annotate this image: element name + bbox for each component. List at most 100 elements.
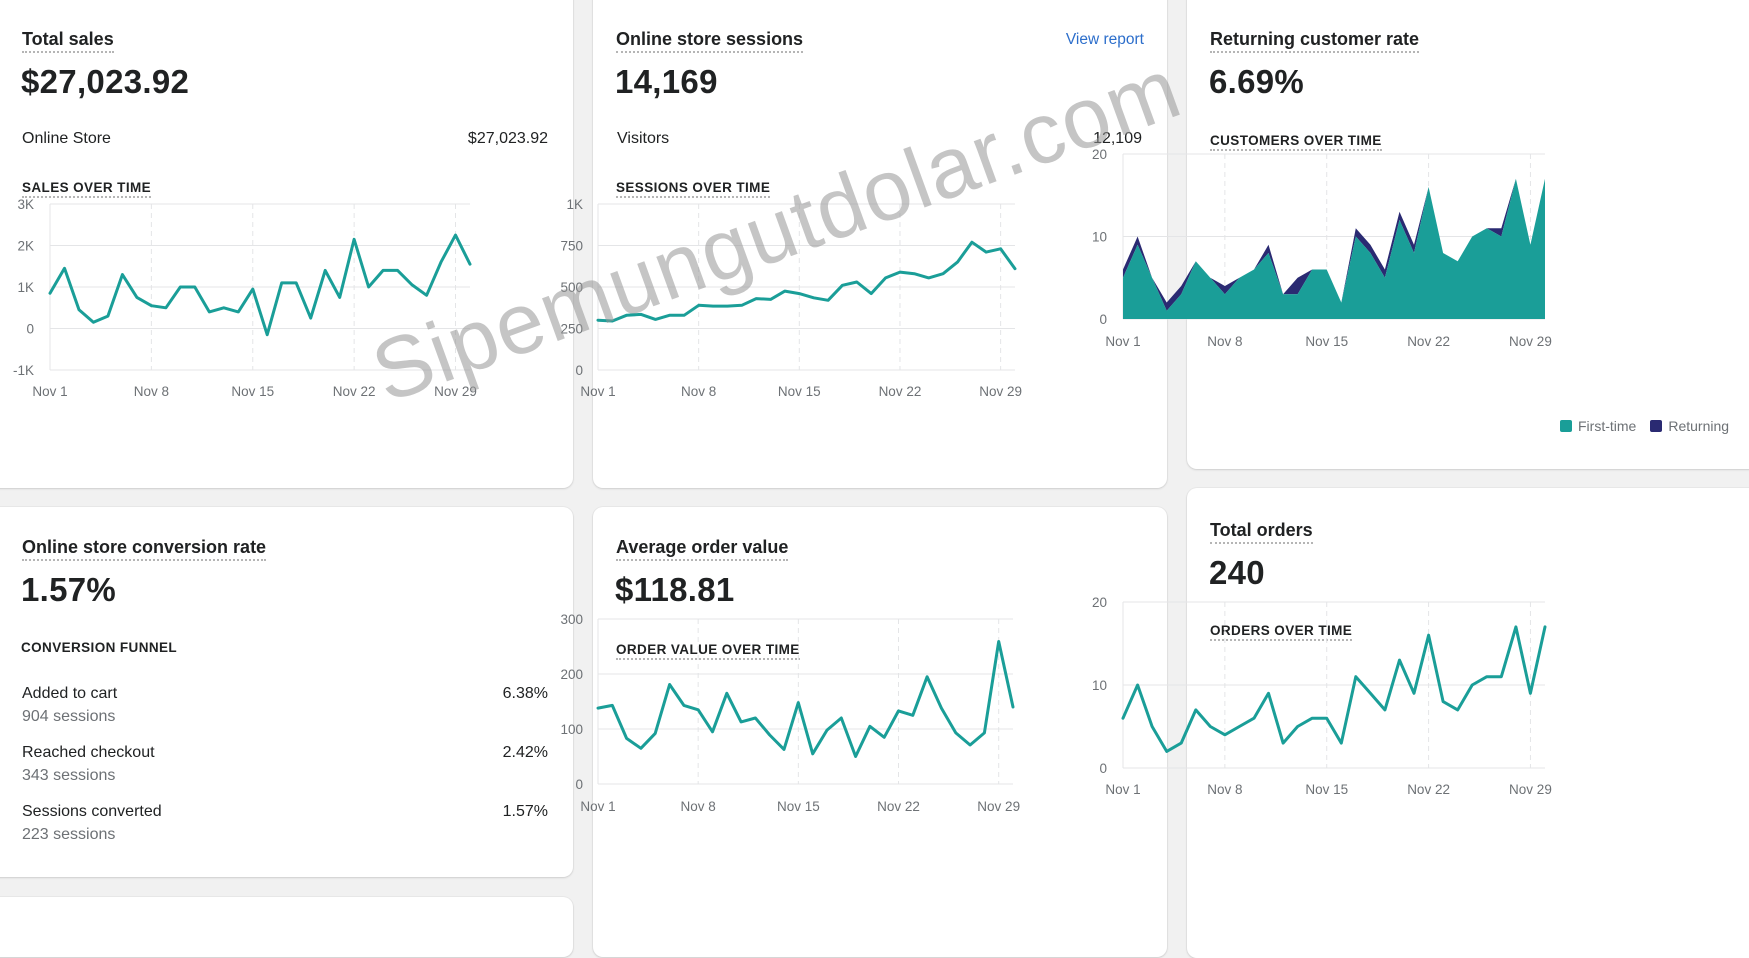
funnel-added-to-cart-sessions: 904 sessions xyxy=(22,708,116,725)
orders-over-time-chart: 0 10 20 Nov 1 Nov 8 Nov 15 Nov 22 Nov 29 xyxy=(1092,595,1552,797)
legend-returning-label: Returning xyxy=(1668,418,1730,434)
orders-value: 240 xyxy=(1209,554,1265,591)
returning-customer-rate-card: Returning customer rate 6.69% CUSTOMERS … xyxy=(1092,0,1749,469)
funnel-added-to-cart-value: 6.38% xyxy=(502,685,548,702)
aov-title[interactable]: Average order value xyxy=(616,536,789,561)
funnel-reached-checkout-label: Reached checkout xyxy=(22,744,155,761)
conversion-funnel-title: CONVERSION FUNNEL xyxy=(21,640,178,655)
orders-x-tick-label: Nov 8 xyxy=(1207,782,1242,797)
orders-y-tick-label: 10 xyxy=(1092,678,1107,693)
sessions-series-line xyxy=(596,240,1017,323)
sessions-x-tick-label: Nov 22 xyxy=(879,384,922,399)
legend-returning[interactable]: Returning xyxy=(1650,418,1729,434)
orders-x-tick-label: Nov 29 xyxy=(1509,782,1552,797)
sessions-y-tick-label: 0 xyxy=(575,363,583,378)
total-sales-card: Total sales $27,023.92 Online Store $27,… xyxy=(0,0,573,488)
aov-series-line xyxy=(596,640,1015,758)
orders-y-tick-label: 20 xyxy=(1092,595,1107,610)
orders-title[interactable]: Total orders xyxy=(1210,519,1313,544)
sales-series-line xyxy=(48,233,472,337)
total-sales-value: $27,023.92 xyxy=(21,63,190,100)
customers-y-tick-label: 0 xyxy=(1099,312,1107,327)
aov-x-tick-label: Nov 15 xyxy=(777,799,820,814)
sales-y-tick-label: 1K xyxy=(17,280,34,295)
total-orders-card: Total orders 240 ORDERS OVER TIME 0 10 20 N… xyxy=(1092,488,1749,958)
returning-swatch xyxy=(1650,420,1663,432)
aov-y-tick-label: 100 xyxy=(560,722,583,737)
sessions-over-time-chart: 0 250 500 750 1K Nov 1 Nov 8 Nov 15 Nov 22 Nov 29 xyxy=(560,197,1022,399)
sales-y-tick-label: -1K xyxy=(13,363,34,378)
sales-chart-root: -1K 0 1K 2K 3K Nov 1 Nov 8 Nov 15 Nov 22 Nov 29 xyxy=(13,197,477,399)
aov-x-tick-label: Nov 8 xyxy=(681,799,716,814)
aov-x-tick-label: Nov 1 xyxy=(580,799,615,814)
funnel-added-to-cart-label: Added to cart xyxy=(22,685,118,702)
sessions-x-tick-label: Nov 8 xyxy=(681,384,716,399)
aov-value: $118.81 xyxy=(615,571,735,608)
sessions-y-tick-label: 1K xyxy=(566,197,583,212)
conversion-title[interactable]: Online store conversion rate xyxy=(22,536,267,561)
aov-chart-root: 0 100 200 300 Nov 1 Nov 8 Nov 15 Nov 22 Nov 29 xyxy=(560,612,1020,814)
funnel-reached-checkout-sessions: 343 sessions xyxy=(22,767,116,784)
legend-first-time[interactable]: First-time xyxy=(1560,418,1636,434)
visitors-label: Visitors xyxy=(617,130,670,147)
customers-chart-root: 0 10 20 Nov 1 Nov 8 Nov 15 Nov 22 Nov 29 xyxy=(1092,147,1552,349)
customers-over-time-chart: 0 10 20 Nov 1 Nov 8 Nov 15 Nov 22 Nov 29 xyxy=(1092,147,1552,349)
aov-x-tick-label: Nov 29 xyxy=(977,799,1020,814)
returning-title[interactable]: Returning customer rate xyxy=(1210,28,1420,53)
sales-over-time-title[interactable]: SALES OVER TIME xyxy=(22,180,152,198)
sales-x-tick-label: Nov 15 xyxy=(231,384,274,399)
funnel-sessions-converted-sessions: 223 sessions xyxy=(22,826,116,843)
sessions-x-tick-label: Nov 1 xyxy=(580,384,615,399)
returning-value: 6.69% xyxy=(1209,63,1305,100)
orders-series-line xyxy=(1121,625,1547,753)
funnel-reached-checkout-value: 2.42% xyxy=(502,744,548,761)
sessions-x-tick-label: Nov 15 xyxy=(778,384,821,399)
conversion-value: 1.57% xyxy=(21,571,117,608)
average-order-value-card: Average order value $118.81 ORDER VALUE … xyxy=(560,507,1167,957)
customers-y-tick-label: 20 xyxy=(1092,147,1107,162)
funnel-sessions-converted-value: 1.57% xyxy=(502,803,548,820)
online-store-sessions-card: Online store sessions View report 14,169… xyxy=(560,0,1167,488)
aov-x-tick-label: Nov 22 xyxy=(877,799,920,814)
sales-over-time-chart: -1K 0 1K 2K 3K Nov 1 Nov 8 Nov 15 Nov 22 Nov 29 xyxy=(13,197,477,399)
orders-x-tick-label: Nov 22 xyxy=(1407,782,1450,797)
conversion-rate-card: Online store conversion rate 1.57% CONVE… xyxy=(0,507,573,877)
orders-chart-root: 0 10 20 Nov 1 Nov 8 Nov 15 Nov 22 Nov 29 xyxy=(1092,595,1552,797)
customers-x-tick-label: Nov 1 xyxy=(1105,334,1140,349)
sessions-value: 14,169 xyxy=(615,63,718,100)
orders-x-tick-label: Nov 1 xyxy=(1105,782,1140,797)
sales-x-tick-label: Nov 22 xyxy=(333,384,376,399)
legend-first-time-label: First-time xyxy=(1578,418,1637,434)
online-store-value: $27,023.92 xyxy=(467,130,548,147)
sessions-y-tick-label: 500 xyxy=(560,280,583,295)
sessions-title[interactable]: Online store sessions xyxy=(616,28,804,53)
order-value-over-time-title[interactable]: ORDER VALUE OVER TIME xyxy=(616,642,800,660)
online-store-label: Online Store xyxy=(22,130,111,147)
orders-x-tick-label: Nov 15 xyxy=(1305,782,1348,797)
customers-x-tick-label: Nov 22 xyxy=(1407,334,1450,349)
sales-y-tick-label: 2K xyxy=(17,239,34,254)
funnel-sessions-converted-label: Sessions converted xyxy=(22,803,162,820)
visitors-value: 12,109 xyxy=(1093,130,1142,147)
aov-y-tick-label: 200 xyxy=(560,667,583,682)
sessions-y-tick-label: 250 xyxy=(560,322,583,337)
sales-x-tick-label: Nov 1 xyxy=(32,384,67,399)
sessions-chart-root: 0 250 500 750 1K Nov 1 Nov 8 Nov 15 Nov 22 Nov 29 xyxy=(560,197,1022,399)
sessions-x-tick-label: Nov 29 xyxy=(979,384,1022,399)
aov-y-tick-label: 300 xyxy=(560,612,583,627)
orders-y-tick-label: 0 xyxy=(1099,761,1107,776)
customers-x-tick-label: Nov 8 xyxy=(1207,334,1242,349)
customers-x-tick-label: Nov 15 xyxy=(1305,334,1348,349)
customers-x-tick-label: Nov 29 xyxy=(1509,334,1552,349)
customers-legend: First-time Returning xyxy=(1560,418,1729,434)
customers-y-tick-label: 10 xyxy=(1092,230,1107,245)
view-report-link[interactable]: View report xyxy=(1065,31,1144,48)
sessions-over-time-title[interactable]: SESSIONS OVER TIME xyxy=(616,180,771,198)
orders-over-time-title[interactable]: ORDERS OVER TIME xyxy=(1210,623,1353,641)
total-sales-title[interactable]: Total sales xyxy=(22,28,114,53)
sales-y-tick-label: 0 xyxy=(26,322,34,337)
first-time-area xyxy=(1123,178,1545,319)
sales-y-tick-label: 3K xyxy=(17,197,34,212)
aov-y-tick-label: 0 xyxy=(575,777,583,792)
customers-over-time-title[interactable]: CUSTOMERS OVER TIME xyxy=(1210,133,1382,151)
